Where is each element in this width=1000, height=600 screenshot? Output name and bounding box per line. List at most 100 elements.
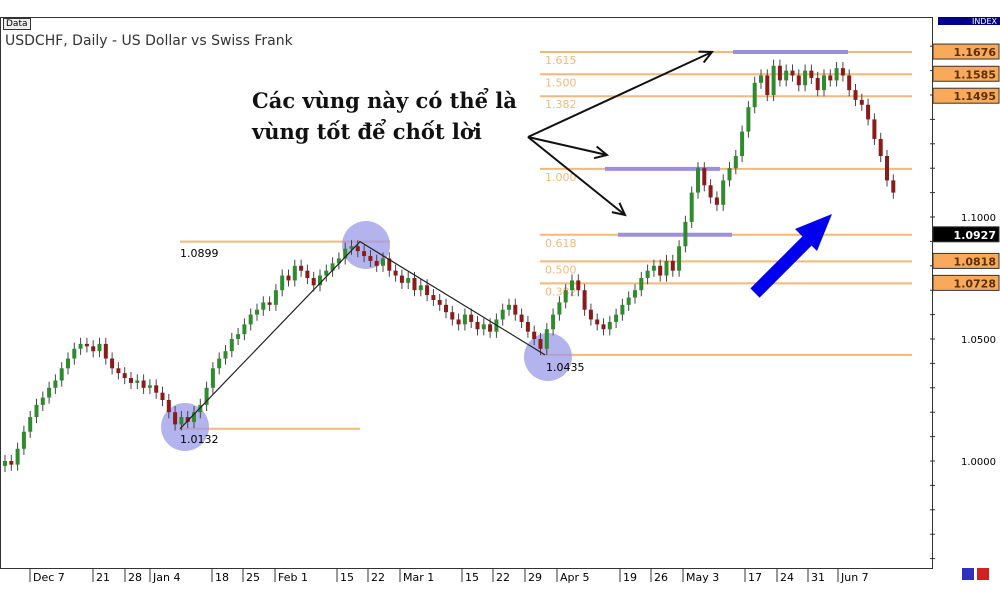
uptrend-arrow-head — [795, 214, 832, 251]
fib-label: 1.382 — [545, 98, 577, 111]
candle-bull — [248, 314, 253, 325]
fib-price-box — [932, 252, 1000, 269]
candle-bull — [78, 343, 83, 349]
candle-bull — [689, 192, 694, 222]
swing-low-label: 1.0132 — [180, 433, 219, 446]
candle-bull — [242, 324, 247, 335]
x-tick-label: 26 — [654, 571, 668, 584]
swing-high-label: 1.0899 — [180, 247, 219, 260]
candle-bull — [544, 329, 549, 349]
candle-bull — [746, 107, 751, 132]
candle-bear — [891, 180, 896, 193]
x-tick-label: Jun 7 — [840, 571, 869, 584]
candle-bull — [28, 417, 33, 432]
candle-bear — [110, 358, 115, 369]
data-window-label[interactable]: Data — [3, 18, 31, 30]
candle-bear — [885, 156, 889, 181]
candle-bull — [639, 278, 644, 291]
candle-bull — [3, 461, 7, 466]
candle-bear — [450, 312, 455, 320]
candle-bear — [431, 295, 436, 300]
candle-bull — [803, 70, 808, 86]
candle-bear — [513, 304, 518, 315]
candle-bear — [399, 275, 404, 283]
candle-bear — [532, 331, 537, 339]
candle-bear — [796, 75, 801, 86]
candle-bear — [595, 319, 600, 325]
x-tick-label: Mar 1 — [403, 571, 434, 584]
candle-bear — [790, 70, 795, 76]
candle-bull — [66, 358, 70, 369]
fib-price-box — [932, 87, 1000, 104]
candle-bear — [859, 99, 864, 105]
candle-bull — [273, 290, 278, 305]
candle-bull — [651, 265, 656, 271]
candle-bull — [721, 180, 726, 205]
candle-bull — [645, 270, 650, 278]
candle-bull — [330, 263, 335, 271]
candle-bear — [160, 392, 165, 400]
x-tick-label: 18 — [215, 571, 229, 584]
candle-bull — [481, 324, 486, 330]
index-badge — [938, 17, 1000, 25]
zoom-out-button[interactable] — [977, 568, 989, 580]
candle-bear — [777, 65, 782, 81]
candle-bull — [147, 385, 152, 388]
candle-bull — [771, 65, 776, 95]
zoom-in-button[interactable] — [962, 568, 974, 580]
fib-label: 0.382 — [545, 285, 577, 298]
candle-bull — [607, 321, 612, 330]
candle-bull — [557, 302, 562, 315]
candle-bear — [708, 185, 713, 198]
candle-bull — [280, 275, 285, 291]
x-tick-label: 25 — [246, 571, 260, 584]
candle-bull — [72, 348, 77, 359]
candle-bull — [53, 380, 58, 388]
fib-price-label: 1.0927 — [954, 229, 996, 242]
candle-bull — [677, 246, 682, 271]
candle-bull — [507, 304, 511, 310]
candle-bear — [166, 400, 171, 413]
swing-circle — [161, 403, 209, 451]
candle-bull — [740, 131, 745, 156]
candle-bull — [97, 343, 102, 352]
x-tick-label: 15 — [340, 571, 354, 584]
fib-price-label: 1.0728 — [954, 277, 996, 290]
candle-bear — [305, 270, 310, 278]
candle-bull — [229, 339, 234, 352]
candle-bear — [853, 90, 858, 100]
candle-bear — [765, 75, 770, 95]
swing-circle — [524, 333, 572, 381]
candle-bull — [633, 290, 637, 298]
candle-bull — [570, 280, 574, 291]
candle-bull — [759, 75, 763, 83]
candle-bull — [614, 314, 619, 322]
candle-bear — [355, 246, 360, 252]
candle-bull — [210, 368, 215, 388]
candle-bull — [683, 221, 688, 247]
pointer-arrow-head — [698, 50, 715, 64]
candle-bull — [192, 412, 196, 422]
x-tick-label: 29 — [528, 571, 542, 584]
candle-bear — [588, 309, 593, 320]
candle-bull — [462, 314, 467, 325]
candle-bear — [456, 319, 461, 325]
fib-label: 1.000 — [545, 171, 577, 184]
x-tick-label: 31 — [811, 571, 825, 584]
candle-bear — [582, 290, 587, 310]
fib-label: 1.615 — [545, 54, 577, 67]
candle-bear — [387, 258, 392, 271]
candle-bull — [292, 265, 297, 281]
x-tick-label: May 3 — [686, 571, 719, 584]
swing-zigzag — [179, 240, 546, 430]
chart-title: USDCHF, Daily - US Dollar vs Swiss Frank — [5, 33, 293, 49]
x-tick-label: 22 — [371, 571, 385, 584]
candle-bear — [425, 285, 430, 296]
fib-price-label: 1.1676 — [954, 46, 997, 59]
candle-bull — [500, 309, 505, 320]
candle-bear — [670, 260, 675, 271]
candle-bull — [336, 258, 341, 264]
candle-bear — [368, 256, 373, 261]
fib-label: 1.500 — [545, 76, 577, 89]
